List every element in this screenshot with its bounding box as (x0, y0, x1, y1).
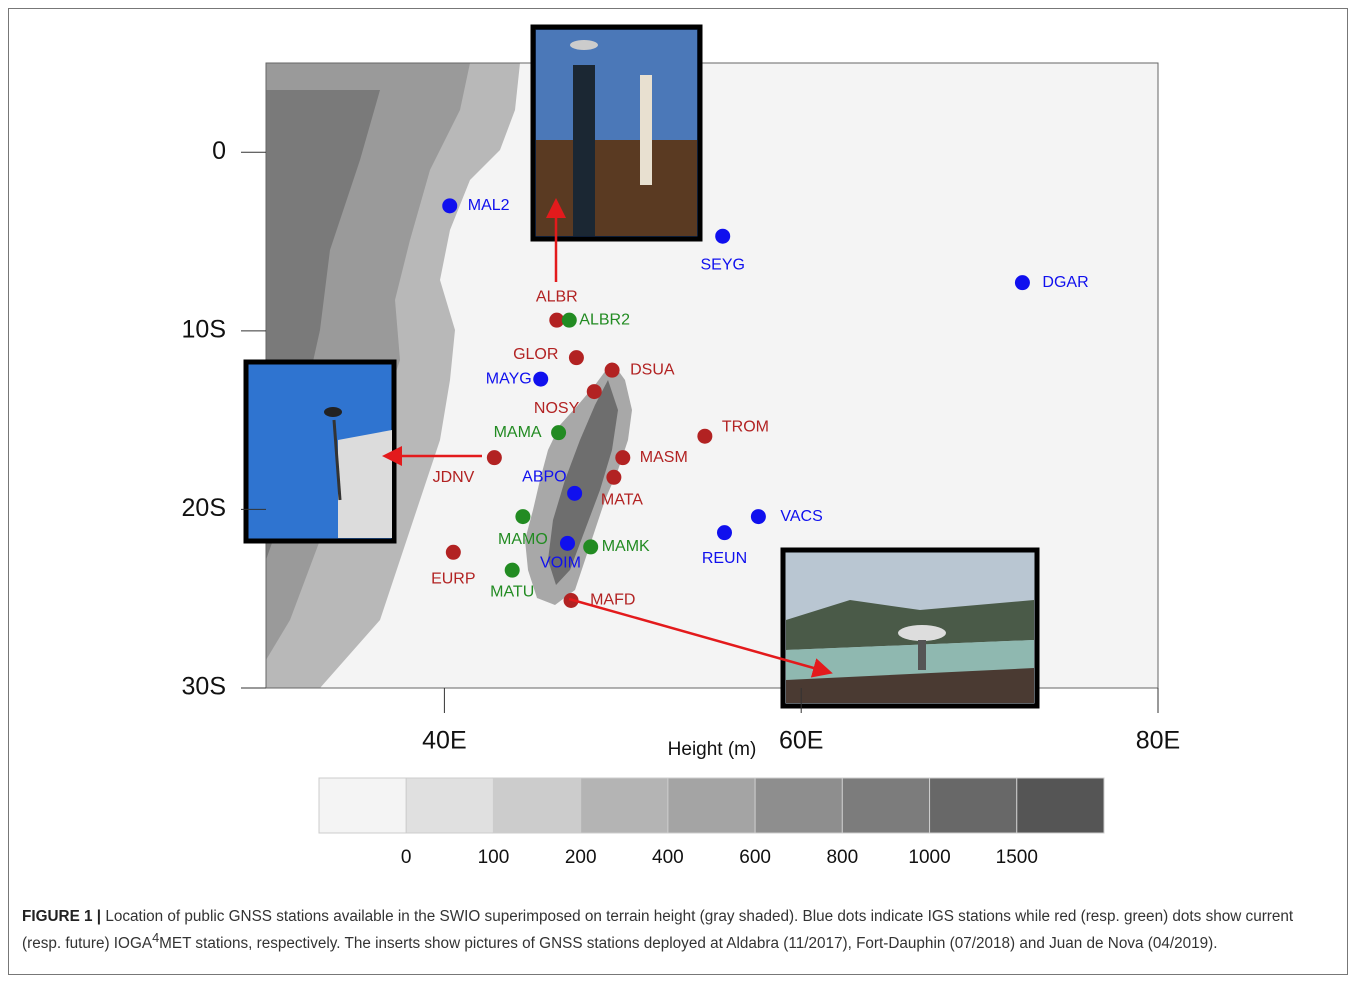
colorbar-box (580, 777, 669, 834)
station-label: EURP (431, 571, 475, 588)
colorbar-box (492, 777, 582, 834)
station-dot (551, 425, 567, 441)
station-dot (549, 312, 565, 328)
figure-frame (8, 8, 1348, 975)
caption-text: MET stations, respectively. The inserts … (159, 935, 1218, 953)
station-label: NOSY (534, 400, 580, 417)
station-dot (515, 509, 531, 525)
photo-antenna (898, 625, 946, 641)
x-tick-label: 60E (779, 727, 823, 755)
colorbar-box (1016, 777, 1105, 834)
arrow (568, 597, 833, 678)
colorbar-box (318, 777, 407, 834)
colorbar-label: 1000 (908, 847, 950, 868)
station-label: VACS (780, 508, 822, 525)
photo-antenna (324, 407, 342, 417)
station-dot (615, 450, 631, 466)
station-dot (604, 362, 620, 378)
station-label: TROM (722, 418, 769, 435)
caption-label: FIGURE 1 | (22, 908, 102, 925)
colorbar-box (667, 777, 756, 834)
photo-sea (786, 640, 1034, 680)
y-tick-label: 10S (182, 315, 226, 343)
y-tick-label: 20S (182, 494, 226, 522)
colorbar-box (754, 777, 843, 834)
caption-superscript: 4 (152, 930, 160, 945)
colorbar-label: 100 (478, 847, 510, 868)
y-tick-label: 0 (212, 137, 226, 165)
station-dot (561, 312, 577, 328)
station-label: MAMK (602, 538, 650, 555)
station-label: ALBR (536, 288, 578, 305)
colorbar-label: 0 (401, 847, 412, 868)
station-dot (559, 535, 575, 551)
y-tick-label: 30S (182, 673, 226, 701)
colorbar-label: 600 (739, 847, 771, 868)
station-dot (1014, 275, 1030, 291)
station-label: SEYG (700, 256, 744, 273)
colorbar-box (841, 777, 931, 834)
station-dot (533, 371, 549, 387)
station-dot (586, 384, 602, 400)
station-dot (442, 198, 458, 214)
station-label: MAMO (498, 531, 548, 548)
colorbar-label: 400 (652, 847, 684, 868)
photo-sky (536, 30, 697, 150)
photo-lighthouse (640, 75, 652, 185)
station-label: DGAR (1042, 274, 1088, 291)
station-dot (445, 544, 461, 560)
colorbar-box (405, 777, 494, 834)
colorbar-label: 200 (565, 847, 597, 868)
photo-pole (332, 419, 342, 501)
station-label: VOIM (540, 555, 581, 572)
colorbar-box (929, 777, 1018, 834)
station-dot (716, 525, 732, 541)
x-tick-label: 40E (422, 727, 466, 755)
colorbar-label: 800 (826, 847, 858, 868)
station-label: REUN (702, 550, 747, 567)
station-dot (715, 228, 731, 244)
station-label: ALBR2 (579, 311, 630, 328)
station-label: JDNV (433, 469, 475, 486)
station-label: MAL2 (468, 197, 510, 214)
station-label: GLOR (513, 346, 558, 363)
station-label: MATA (601, 492, 643, 509)
station-label: MAFD (590, 592, 635, 609)
station-dot (568, 350, 584, 366)
colorbar-label: 1500 (996, 847, 1038, 868)
station-label: MATU (490, 583, 534, 600)
station-label: MASM (640, 449, 688, 466)
caption-text: Location of public GNSS stations availab… (22, 908, 1294, 953)
caption: FIGURE 1 | Location of public GNSS stati… (22, 906, 1332, 954)
station-dot (567, 485, 583, 501)
station-dot (697, 428, 713, 444)
photo-ground (536, 140, 697, 236)
station-dot (606, 469, 622, 485)
photo-wall (786, 668, 1034, 703)
colorbar-title: Height (m) (668, 739, 757, 760)
station-dot (750, 509, 766, 525)
station-dot (504, 562, 520, 578)
photo-antenna (570, 40, 598, 50)
photo-building (338, 430, 392, 538)
station-label: MAYG (486, 370, 532, 387)
station-dot (583, 539, 599, 555)
photo-hills (786, 600, 1034, 650)
station-label: MAMA (494, 424, 542, 441)
station-label: DSUA (630, 361, 675, 378)
station-dot (486, 450, 502, 466)
station-label: ABPO (522, 469, 566, 486)
photo-antenna-mast (573, 65, 595, 236)
x-tick-label: 80E (1136, 727, 1180, 755)
madagascar-highlands (548, 380, 618, 585)
photo-antenna-mount (918, 640, 926, 670)
